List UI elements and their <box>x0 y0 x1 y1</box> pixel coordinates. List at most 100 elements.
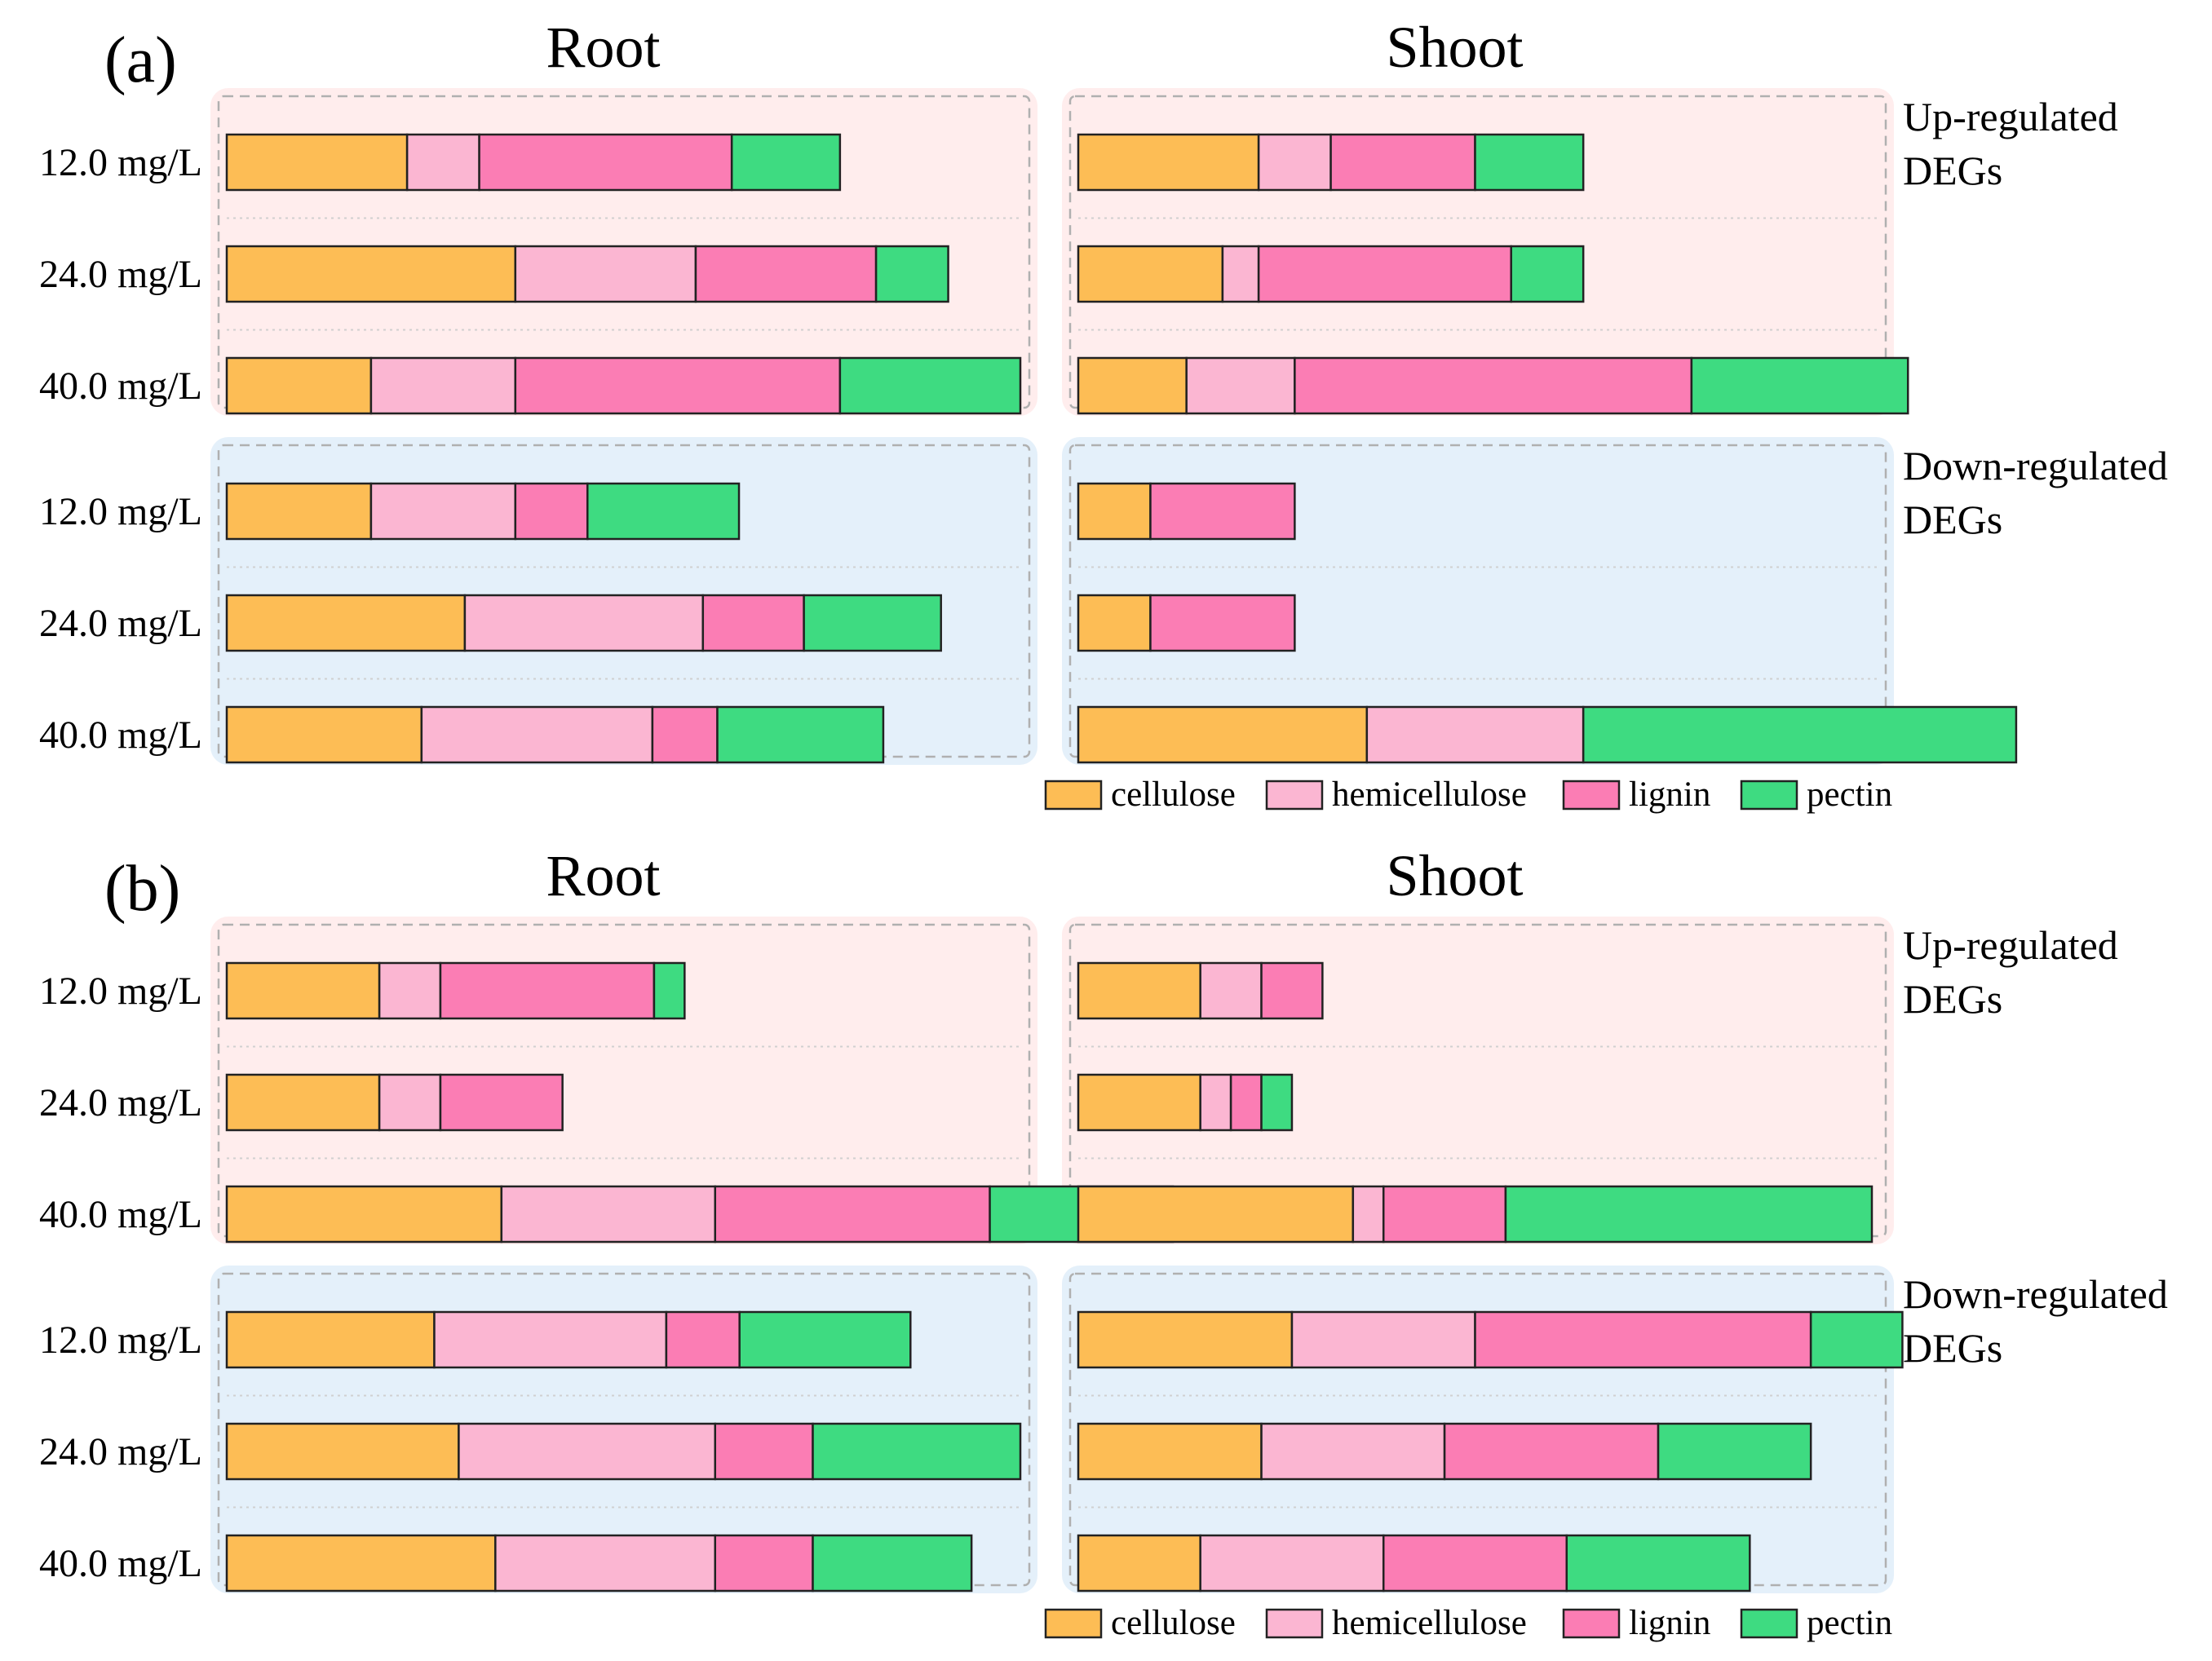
column-title-shoot: Shoot <box>1386 843 1523 908</box>
row-label-down-1: 24.0 mg/L <box>39 1430 202 1473</box>
bar-segment-root-up-0-pectin <box>653 961 686 1020</box>
panel-1: (b) Root Shoot Up-regulated DEGs Down-regulat… <box>39 843 2168 1642</box>
bar-segment-shoot-up-2-lignin <box>1382 1185 1507 1244</box>
bar-segment-root-down-2-hemicellulose <box>494 1534 717 1593</box>
row-label-up-0: 12.0 mg/L <box>39 970 202 1013</box>
bar-segment-shoot-up-1-pectin <box>1260 1073 1294 1132</box>
bar-segment-root-down-1-pectin <box>812 1422 1022 1481</box>
bar-segment-shoot-up-2-cellulose <box>1077 356 1188 415</box>
bar-segment-shoot-down-2-pectin <box>1582 705 2018 764</box>
bar-segment-shoot-up-2-cellulose <box>1077 1185 1355 1244</box>
bar-segment-shoot-down-1-lignin <box>1149 594 1296 652</box>
row-label-down-2: 40.0 mg/L <box>39 1542 202 1585</box>
bar-segment-root-down-1-lignin <box>714 1422 814 1481</box>
bar-segment-shoot-down-1-cellulose <box>1077 594 1152 652</box>
bar-segment-shoot-up-1-cellulose <box>1077 245 1224 303</box>
bar-segment-root-down-1-pectin <box>803 594 942 652</box>
bar-segment-root-up-1-cellulose <box>225 1073 381 1132</box>
bar-segment-root-up-2-cellulose <box>225 356 373 415</box>
bar-segment-root-up-2-hemicellulose <box>500 1185 717 1244</box>
bar-segment-shoot-up-1-lignin <box>1257 245 1512 303</box>
bar-segment-root-up-0-lignin <box>439 961 656 1020</box>
bar-segment-root-down-2-lignin <box>651 705 719 764</box>
bar-segment-root-up-0-lignin <box>478 133 733 192</box>
bar-segment-root-up-2-cellulose <box>225 1185 503 1244</box>
bar-segment-shoot-up-1-lignin <box>1229 1073 1263 1132</box>
bar-segment-root-down-1-cellulose <box>225 594 467 652</box>
bar-segment-root-down-0-pectin <box>586 482 741 541</box>
legend-swatch-lignin <box>1562 1608 1621 1639</box>
group-label-down: Down-regulated DEGs <box>1903 443 2168 542</box>
bar-segment-shoot-down-2-lignin <box>1382 1534 1568 1593</box>
bar-segment-root-up-1-pectin <box>874 245 949 303</box>
bar-segment-shoot-down-2-cellulose <box>1077 1534 1201 1593</box>
bar-segment-shoot-up-2-hemicellulose <box>1352 1185 1385 1244</box>
bar-segment-root-down-2-cellulose <box>225 705 423 764</box>
panel-letter: (b) <box>104 853 180 925</box>
panel-letter: (a) <box>104 24 177 96</box>
bar-segment-root-up-0-hemicellulose <box>405 133 480 192</box>
bar-segment-root-down-0-cellulose <box>225 1310 436 1369</box>
legend-swatch-hemicellulose <box>1265 1608 1324 1639</box>
group-label-down: Down-regulated DEGs <box>1903 1271 2168 1371</box>
bar-segment-shoot-down-0-lignin <box>1149 482 1296 541</box>
bar-segment-shoot-up-1-hemicellulose <box>1199 1073 1232 1132</box>
column-title-shoot: Shoot <box>1386 15 1523 80</box>
bar-segment-shoot-down-0-cellulose <box>1077 482 1152 541</box>
bar-segment-root-up-1-hemicellulose <box>514 245 697 303</box>
bar-segment-root-down-1-hemicellulose <box>463 594 705 652</box>
bar-segment-shoot-up-1-hemicellulose <box>1221 245 1260 303</box>
row-label-down-0: 12.0 mg/L <box>39 1319 202 1362</box>
legend-swatch-hemicellulose <box>1265 780 1324 811</box>
column-title-root: Root <box>546 843 660 908</box>
legend-label-lignin: lignin <box>1629 775 1710 814</box>
bar-segment-root-down-2-lignin <box>714 1534 814 1593</box>
panel-0: (a) Root Shoot Up-regulated DEGs Down-regulat… <box>39 15 2168 814</box>
bar-segment-shoot-down-1-pectin <box>1657 1422 1812 1481</box>
bar-segment-root-down-0-pectin <box>738 1310 912 1369</box>
bar-segment-shoot-up-2-pectin <box>1690 356 1909 415</box>
bar-segment-root-down-1-lignin <box>701 594 805 652</box>
bar-segment-shoot-down-0-lignin <box>1474 1310 1812 1369</box>
bar-segment-root-down-2-pectin <box>812 1534 973 1593</box>
legend-label-hemicellulose: hemicellulose <box>1332 1604 1527 1642</box>
bar-segment-shoot-up-0-lignin <box>1329 133 1476 192</box>
bar-segment-root-down-1-hemicellulose <box>458 1422 717 1481</box>
row-label-down-1: 24.0 mg/L <box>39 602 202 645</box>
bar-segment-root-up-1-lignin <box>439 1073 564 1132</box>
legend-swatch-pectin <box>1740 1608 1798 1639</box>
legend-label-cellulose: cellulose <box>1111 1604 1236 1642</box>
bar-segment-shoot-down-1-hemicellulose <box>1260 1422 1446 1481</box>
bar-segment-shoot-down-1-cellulose <box>1077 1422 1263 1481</box>
legend-swatch-cellulose <box>1044 1608 1103 1639</box>
bar-segment-root-down-0-hemicellulose <box>369 482 517 541</box>
row-label-up-2: 40.0 mg/L <box>39 1193 202 1236</box>
bar-segment-root-down-2-pectin <box>716 705 885 764</box>
legend-label-pectin: pectin <box>1807 775 1892 814</box>
bar-segment-root-down-1-cellulose <box>225 1422 460 1481</box>
bar-segment-shoot-up-0-lignin <box>1260 961 1324 1020</box>
bar-segment-root-up-2-lignin <box>714 1185 991 1244</box>
bar-segment-root-up-2-lignin <box>514 356 842 415</box>
bar-segment-shoot-down-0-pectin <box>1809 1310 1904 1369</box>
bar-segment-root-up-0-pectin <box>730 133 842 192</box>
bar-segment-shoot-up-0-pectin <box>1474 133 1585 192</box>
bar-segment-shoot-up-2-hemicellulose <box>1185 356 1296 415</box>
bar-segment-shoot-down-0-hemicellulose <box>1290 1310 1476 1369</box>
bar-segment-shoot-down-1-lignin <box>1443 1422 1660 1481</box>
bar-segment-root-down-2-cellulose <box>225 1534 497 1593</box>
bar-segment-root-down-2-hemicellulose <box>420 705 654 764</box>
bar-segment-shoot-down-2-hemicellulose <box>1365 705 1585 764</box>
legend-swatch-lignin <box>1562 780 1621 811</box>
row-label-up-0: 12.0 mg/L <box>39 141 202 184</box>
bar-segment-root-down-0-cellulose <box>225 482 373 541</box>
bar-segment-shoot-up-0-cellulose <box>1077 961 1201 1020</box>
bar-segment-root-up-2-pectin <box>838 356 1022 415</box>
bar-segment-root-up-1-cellulose <box>225 245 517 303</box>
row-label-down-2: 40.0 mg/L <box>39 713 202 757</box>
bar-segment-shoot-up-0-hemicellulose <box>1257 133 1332 192</box>
group-label-up: Up-regulated DEGs <box>1903 922 2118 1022</box>
bar-segment-root-up-0-cellulose <box>225 961 381 1020</box>
legend-swatch-cellulose <box>1044 780 1103 811</box>
